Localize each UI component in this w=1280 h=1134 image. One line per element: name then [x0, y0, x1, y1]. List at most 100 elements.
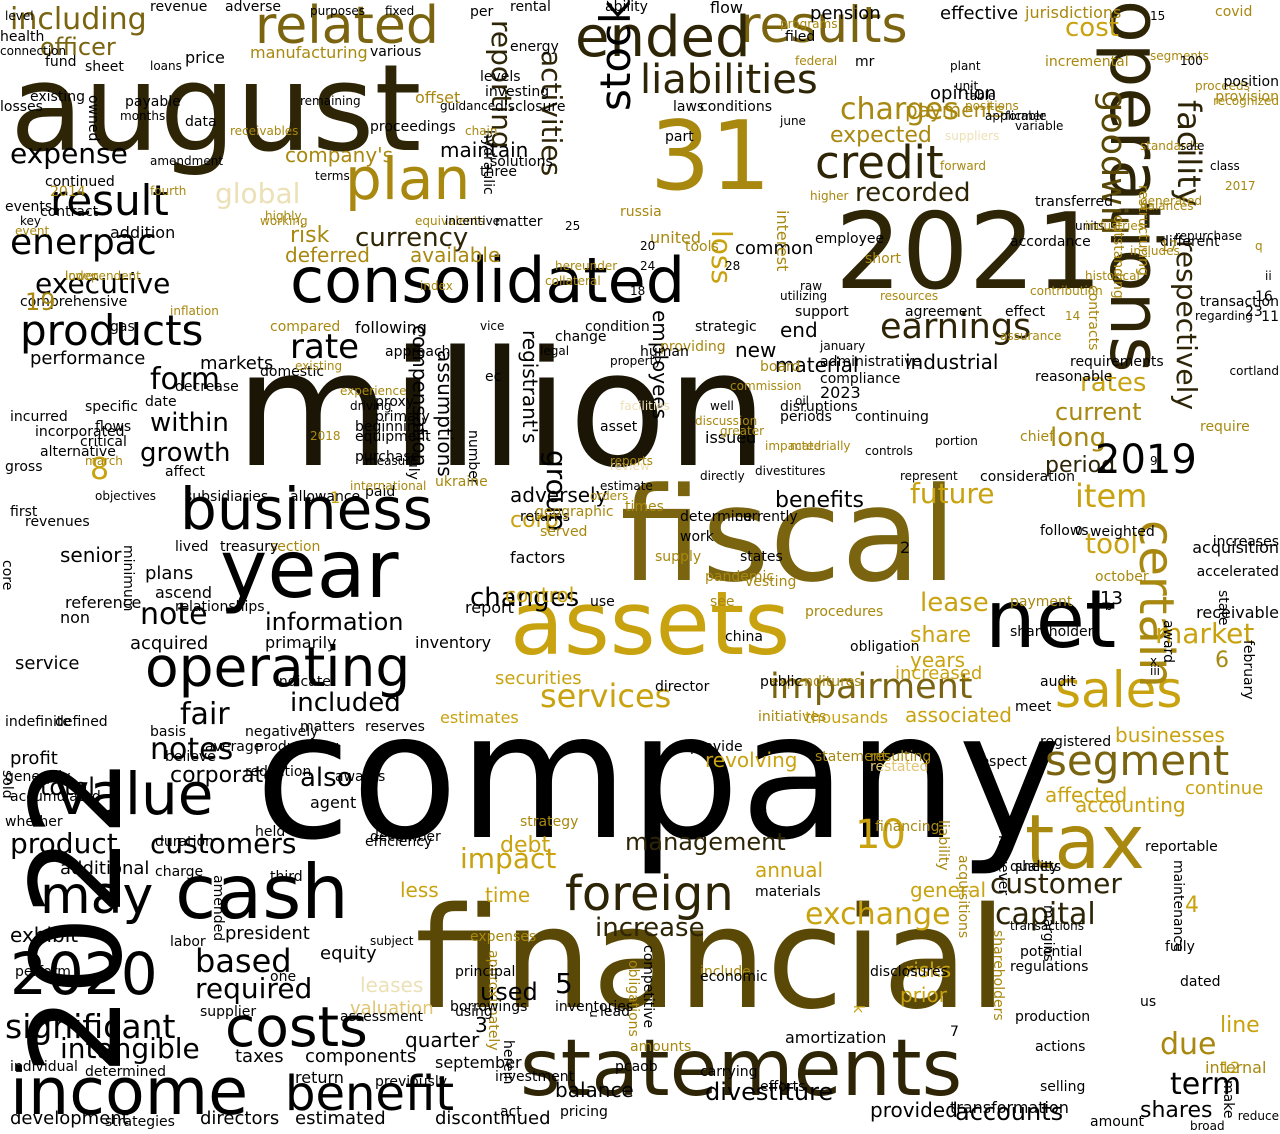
- cloud-word: data: [185, 114, 217, 130]
- cloud-word: proxy: [375, 394, 415, 410]
- cloud-word: expenses: [470, 929, 537, 945]
- cloud-word: accounting: [1075, 793, 1186, 817]
- cloud-word: forward: [940, 159, 987, 173]
- cloud-word: new: [735, 338, 777, 362]
- cloud-word: returns: [520, 509, 571, 525]
- cloud-word: senior: [60, 543, 122, 567]
- cloud-word: orders: [590, 489, 629, 503]
- cloud-word: opinion: [930, 83, 997, 104]
- cloud-word: domestic: [260, 364, 325, 380]
- cloud-word: b: [1105, 599, 1113, 613]
- cloud-word: awards: [335, 769, 386, 785]
- cloud-word: sale: [1180, 139, 1205, 153]
- cloud-word: divestiture: [705, 1078, 834, 1106]
- cloud-word: total: [40, 773, 95, 801]
- cloud-word: tool: [1085, 527, 1139, 560]
- cloud-word: sold: [0, 770, 15, 799]
- cloud-word: owned: [85, 95, 101, 142]
- cloud-word: basis: [150, 724, 186, 740]
- cloud-word: subject: [370, 934, 414, 948]
- cloud-word: fund: [45, 54, 77, 70]
- cloud-word: deferred: [285, 243, 370, 267]
- cloud-word: increase: [595, 913, 705, 943]
- cloud-word: third: [270, 869, 303, 885]
- cloud-word: sheets: [1015, 859, 1062, 875]
- cloud-word: adverse: [225, 0, 282, 15]
- cloud-word: based: [195, 942, 292, 980]
- cloud-word: inventories: [555, 999, 634, 1015]
- cloud-word: payable: [125, 94, 181, 110]
- cloud-word: directly: [700, 469, 745, 483]
- cloud-word: facilities: [620, 399, 670, 413]
- cloud-word: registered: [1040, 734, 1112, 750]
- cloud-word: changes: [470, 583, 580, 613]
- cloud-word: cost: [1065, 13, 1119, 43]
- cloud-word: hereunder: [555, 259, 618, 273]
- cloud-word: note: [140, 597, 208, 632]
- cloud-word: time: [485, 883, 531, 907]
- cloud-word: fourth: [150, 184, 187, 198]
- cloud-word: production: [1015, 1009, 1091, 1025]
- cloud-word: defined: [55, 714, 108, 730]
- cloud-word: includes: [1130, 244, 1180, 258]
- cloud-word: inflation: [170, 304, 219, 318]
- cloud-word: assets: [510, 572, 791, 675]
- cloud-word: 0: [1075, 524, 1083, 538]
- cloud-word: used: [480, 978, 538, 1006]
- cloud-word: following: [355, 318, 427, 337]
- cloud-word: february: [1240, 640, 1256, 700]
- cloud-word: potential: [1020, 944, 1083, 960]
- cloud-word: pandemic: [705, 569, 775, 585]
- cloud-word: receivables: [230, 124, 299, 138]
- cloud-word: federal: [795, 54, 838, 68]
- cloud-word: 19: [25, 288, 56, 316]
- cloud-word: maintain: [440, 138, 529, 162]
- cloud-word: asset: [600, 419, 638, 435]
- cloud-word: 9: [1150, 454, 1158, 468]
- cloud-word: balances: [1140, 199, 1194, 213]
- cloud-word: increased: [895, 663, 983, 684]
- cloud-word: development: [10, 1108, 129, 1129]
- cloud-word: indefinite: [5, 714, 71, 730]
- cloud-word: gross: [5, 459, 43, 475]
- cloud-word: reduce: [1237, 1109, 1279, 1123]
- cloud-word: interest: [773, 210, 792, 272]
- cloud-word: x: [1150, 654, 1158, 668]
- cloud-word: estimates: [440, 708, 519, 727]
- cloud-word: available: [410, 243, 501, 267]
- cloud-word: tax: [1025, 798, 1145, 886]
- cloud-word: amendment: [150, 154, 224, 168]
- cloud-word: reserves: [365, 719, 425, 735]
- cloud-word: whether: [5, 814, 63, 830]
- cloud-word: guidance: [440, 99, 496, 113]
- cloud-word: core: [0, 560, 15, 591]
- cloud-word: negatively: [245, 724, 319, 740]
- cloud-word: fiscal: [620, 459, 957, 611]
- cloud-word: notes: [150, 732, 234, 767]
- cloud-word: labor: [170, 934, 206, 950]
- cloud-word: represent: [900, 469, 958, 483]
- cloud-word: plans: [145, 563, 194, 584]
- cloud-word: internal: [1205, 1058, 1267, 1077]
- cloud-word: expense: [10, 137, 128, 170]
- cloud-word: disclosure: [495, 99, 566, 115]
- cloud-word: enerpac: [10, 222, 157, 263]
- cloud-word: september: [435, 1053, 522, 1072]
- cloud-word: however: [995, 835, 1011, 896]
- cloud-word: provided: [870, 1098, 958, 1122]
- cloud-word: current: [1055, 398, 1142, 426]
- cloud-word: covid: [1215, 4, 1253, 20]
- cloud-word: conditions: [700, 99, 773, 115]
- cloud-word: 20: [640, 239, 656, 253]
- cloud-word: using: [455, 1004, 493, 1020]
- cloud-word: class: [1210, 159, 1240, 173]
- cloud-word: commission: [730, 379, 802, 393]
- cloud-word: materially: [790, 439, 851, 453]
- cloud-word: discussion: [695, 414, 758, 428]
- cloud-word: matters: [300, 719, 355, 735]
- cloud-word: decrease: [175, 379, 239, 395]
- cloud-word: 24: [640, 259, 656, 273]
- cloud-word: loans: [150, 59, 182, 73]
- cloud-word: property: [610, 354, 662, 368]
- cloud-word: see: [710, 594, 735, 610]
